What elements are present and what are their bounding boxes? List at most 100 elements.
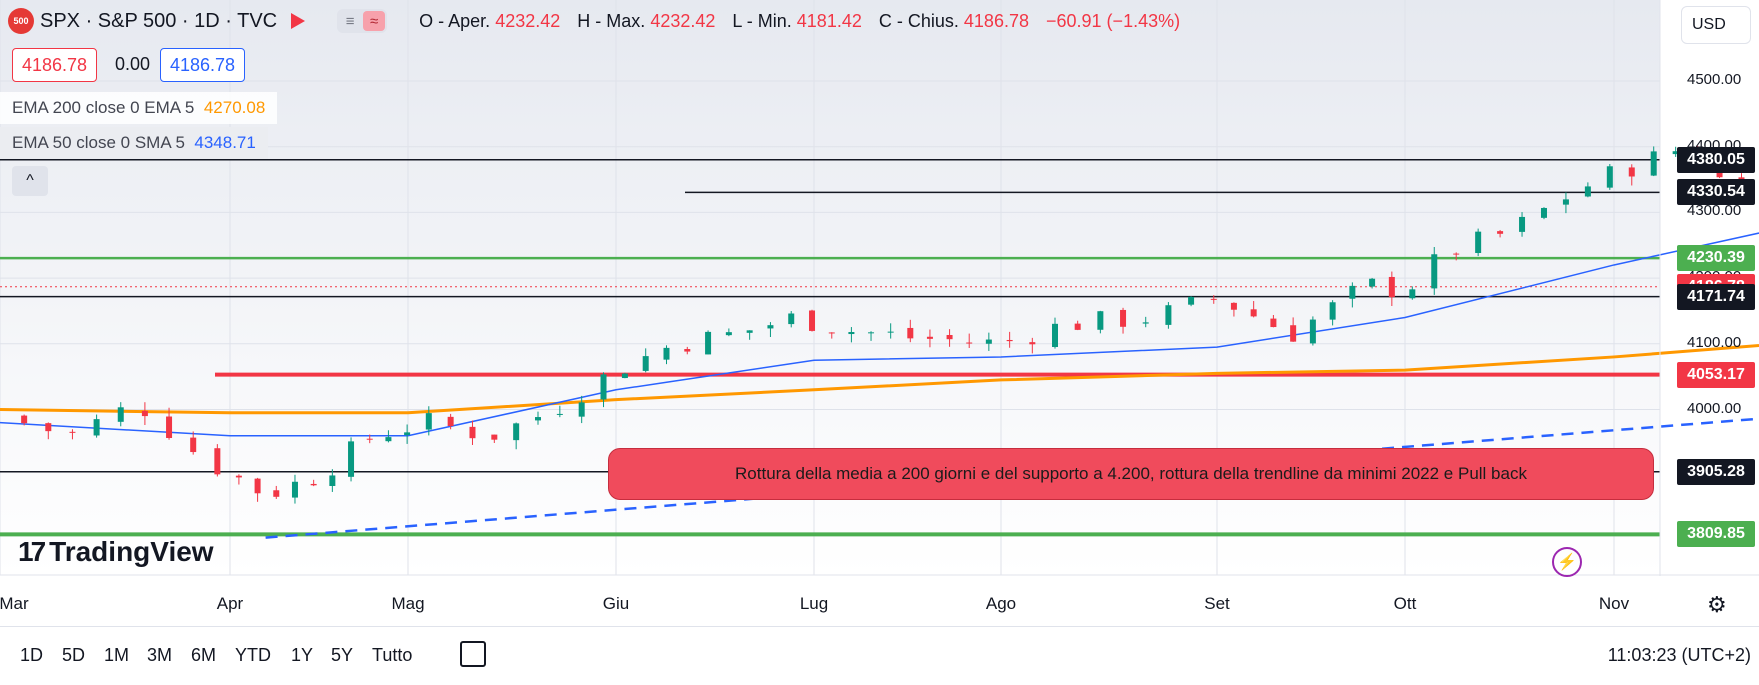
candle-body	[809, 310, 816, 331]
range-button-tutto[interactable]: Tutto	[372, 645, 413, 665]
close-value: 4186.78	[963, 10, 1029, 31]
candle-body	[887, 331, 894, 333]
indicator-ema50[interactable]: EMA 50 close 0 SMA 5 4348.71	[0, 127, 268, 159]
ema200-value: 4270.08	[203, 98, 266, 117]
candle-body	[141, 410, 148, 417]
candle-body	[767, 325, 774, 329]
time-axis-label: Ott	[1393, 594, 1417, 613]
candle-body	[117, 407, 124, 422]
candle-body	[404, 432, 411, 436]
bottom-toolbar: 1D 5D 1M 3M 6M YTD 1Y 5Y Tutto 11:03:23 (UTC+2)	[0, 626, 1759, 685]
ema50-line	[0, 232, 1759, 437]
range-button-1m[interactable]: 1M	[104, 645, 130, 665]
clock-readout[interactable]: 11:03:23 (UTC+2)	[1607, 645, 1751, 665]
candle-body	[1388, 276, 1395, 298]
annotation-callout[interactable]: Rottura della media a 200 giorni e del s…	[608, 448, 1654, 500]
candle-body	[828, 332, 835, 334]
candle-body	[600, 374, 607, 400]
candle-body	[578, 402, 585, 417]
range-button-1d[interactable]: 1D	[20, 645, 44, 665]
candle-body	[1716, 168, 1723, 178]
candle-body	[366, 438, 373, 440]
candle-body	[1006, 339, 1013, 342]
time-axis-label: Nov	[1598, 594, 1630, 613]
candle-body	[385, 437, 392, 442]
candle-body	[1120, 309, 1127, 327]
indicator-ema200[interactable]: EMA 200 close 0 EMA 5 4270.08	[0, 92, 278, 124]
candle-body	[69, 431, 76, 433]
candle-body	[1606, 166, 1613, 188]
candle-body	[1097, 311, 1104, 330]
price-tag: 4053.17	[1677, 361, 1755, 388]
candle-body	[642, 356, 649, 371]
candle-body	[725, 332, 732, 336]
candle-body	[310, 483, 317, 486]
range-button-1y[interactable]: 1Y	[291, 645, 314, 665]
calendar-icon[interactable]	[460, 641, 486, 667]
candle-body	[491, 434, 498, 440]
candle-body	[868, 332, 875, 334]
bid-price[interactable]: 4186.78	[12, 48, 98, 82]
price-tick-label: 4100.00	[1687, 333, 1742, 351]
candle-body	[447, 416, 454, 427]
candle-body	[1650, 151, 1657, 176]
range-button-ytd[interactable]: YTD	[235, 645, 271, 665]
candle-body	[291, 481, 298, 498]
candle-body	[1540, 207, 1547, 218]
candle-body	[214, 448, 221, 475]
candle-body	[621, 373, 628, 379]
candle-body	[1210, 298, 1217, 300]
candle-body	[1230, 302, 1237, 310]
lightning-icon[interactable]: ⚡	[1552, 547, 1582, 577]
chart-mode-toggle[interactable]: ≡ ≈	[337, 9, 388, 33]
candle-body	[513, 423, 520, 441]
candle-body	[93, 419, 100, 436]
candle-body	[273, 490, 280, 497]
symbol-logo[interactable]: 500	[8, 8, 34, 34]
candle-body	[329, 475, 336, 486]
candle-body	[1431, 254, 1438, 289]
tv-mark-icon: 17	[18, 536, 46, 567]
price-tick-label: 4500.00	[1687, 71, 1742, 88]
range-button-5d[interactable]: 5D	[62, 645, 86, 665]
symbol-title[interactable]: SPX · S&P 500 · 1D · TVC	[40, 9, 278, 32]
candle-body	[469, 426, 476, 439]
candle-body	[1584, 186, 1591, 197]
candle-body	[1250, 309, 1257, 317]
time-axis-label: Mag	[391, 594, 425, 613]
candle-body	[1369, 278, 1376, 287]
low-value: 4181.42	[796, 10, 862, 31]
range-button-3m[interactable]: 3M	[147, 645, 173, 665]
candle-body	[946, 334, 953, 340]
candle-body	[1052, 323, 1058, 348]
time-axis-label: Mar	[0, 594, 29, 613]
price-tag: 3809.85	[1677, 521, 1755, 548]
price-tag: 4330.54	[1677, 179, 1755, 206]
candle-body	[985, 339, 992, 344]
range-button-5y[interactable]: 5Y	[331, 645, 354, 665]
bars-icon[interactable]: ≡	[345, 12, 355, 30]
candle-body	[1188, 296, 1195, 305]
wave-icon[interactable]: ≈	[363, 11, 386, 31]
range-button-6m[interactable]: 6M	[191, 645, 217, 665]
ask-price[interactable]: 4186.78	[160, 48, 246, 82]
collapse-indicators-button[interactable]: ^	[12, 166, 48, 196]
candle-body	[848, 332, 855, 335]
candle-body	[746, 330, 753, 333]
candle-body	[966, 342, 973, 344]
time-axis-label: Giu	[602, 594, 630, 613]
candle-body	[425, 413, 432, 430]
candle-body	[1349, 285, 1356, 299]
flag-icon[interactable]	[291, 13, 306, 29]
high-value: 4232.42	[650, 10, 716, 31]
candle-body	[1165, 305, 1172, 325]
settings-icon[interactable]: ⚙	[1707, 592, 1727, 617]
currency-select[interactable]: USD	[1681, 6, 1751, 44]
tradingview-logo[interactable]: 17 TradingView	[18, 536, 214, 567]
price-tick-label: 4300.00	[1687, 202, 1742, 220]
open-value: 4232.42	[495, 10, 561, 31]
candle-body	[907, 327, 914, 339]
candle-body	[1453, 253, 1460, 255]
candle-body	[788, 313, 795, 325]
price-tick-label: 4000.00	[1687, 399, 1742, 417]
